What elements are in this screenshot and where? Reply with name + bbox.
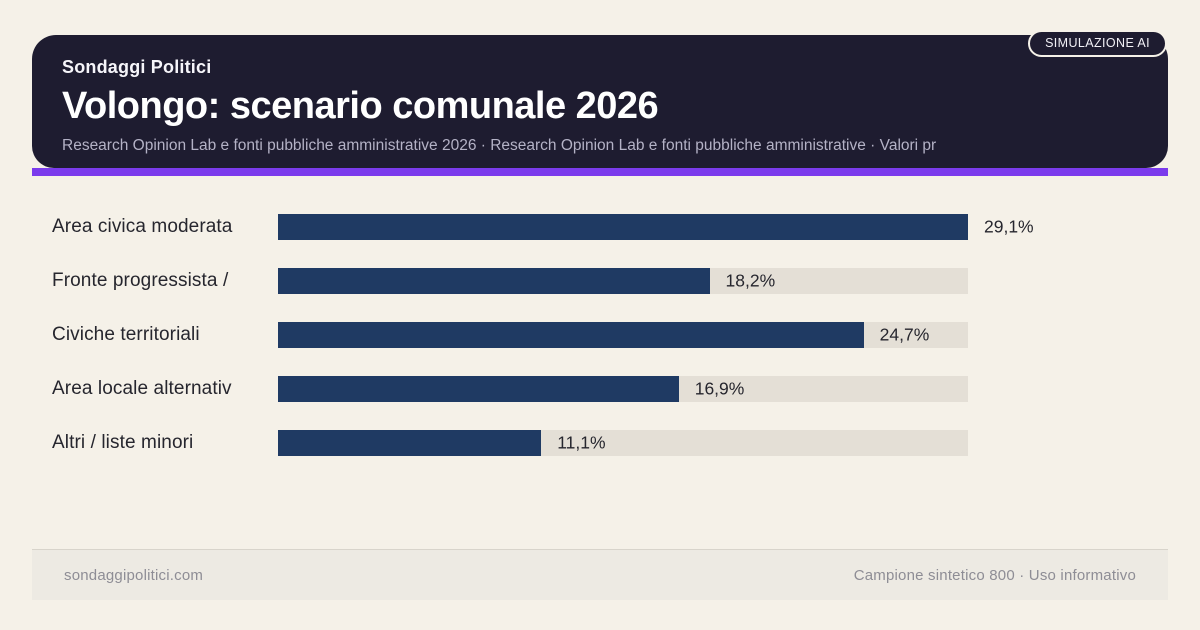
chart-row: Fronte progressista / 18,2% bbox=[52, 268, 1148, 294]
bar-fill bbox=[278, 376, 679, 402]
bar-label: Civiche territoriali bbox=[52, 324, 200, 345]
bar-value: 11,1% bbox=[557, 432, 606, 453]
bar-value: 16,9% bbox=[694, 378, 745, 399]
bar-chart: Area civica moderata 29,1% Fronte progress… bbox=[52, 214, 1148, 484]
bar-value: 29,1% bbox=[984, 216, 1034, 237]
bar-track: 11,1% bbox=[278, 430, 968, 456]
header-card: Sondaggi Politici Volongo: scenario comu… bbox=[32, 35, 1168, 168]
footer-domain: sondaggipolitici.com bbox=[64, 566, 204, 584]
bar-fill bbox=[278, 214, 968, 240]
chart-row: Civiche territoriali 24,7% bbox=[52, 322, 1148, 348]
bar-label: Area locale alternativ bbox=[52, 378, 232, 399]
chart-row: Altri / liste minori 11,1% bbox=[52, 430, 1148, 456]
footer-bar: sondaggipolitici.com Campione sintetico … bbox=[32, 549, 1168, 600]
bar-label: Altri / liste minori bbox=[52, 432, 194, 453]
chart-row: Area civica moderata 29,1% bbox=[52, 214, 1148, 240]
footer-sample-note: Campione sintetico 800 · Uso informativo bbox=[853, 566, 1136, 584]
bar-fill bbox=[278, 268, 710, 294]
site-kicker: Sondaggi Politici bbox=[62, 57, 212, 77]
bar-track: 16,9% bbox=[278, 376, 968, 402]
bar-track: 18,2% bbox=[278, 268, 968, 294]
bar-track: 24,7% bbox=[278, 322, 968, 348]
accent-divider bbox=[32, 168, 1168, 176]
page-subtitle: Research Opinion Lab e fonti pubbliche a… bbox=[62, 137, 937, 154]
bar-fill bbox=[278, 322, 864, 348]
bar-label: Area civica moderata bbox=[52, 216, 233, 237]
chart-row: Area locale alternativ 16,9% bbox=[52, 376, 1148, 402]
bar-label: Fronte progressista / bbox=[52, 270, 229, 291]
bar-track: 29,1% bbox=[278, 214, 1034, 240]
bar-value: 18,2% bbox=[725, 270, 776, 291]
bar-fill bbox=[278, 430, 542, 456]
simulation-badge: SIMULAZIONE AI bbox=[1028, 30, 1167, 57]
page-title: Volongo: scenario comunale 2026 bbox=[62, 85, 659, 127]
bar-value: 24,7% bbox=[879, 324, 930, 345]
chart-rows: Area civica moderata 29,1% Fronte progress… bbox=[52, 214, 1148, 456]
